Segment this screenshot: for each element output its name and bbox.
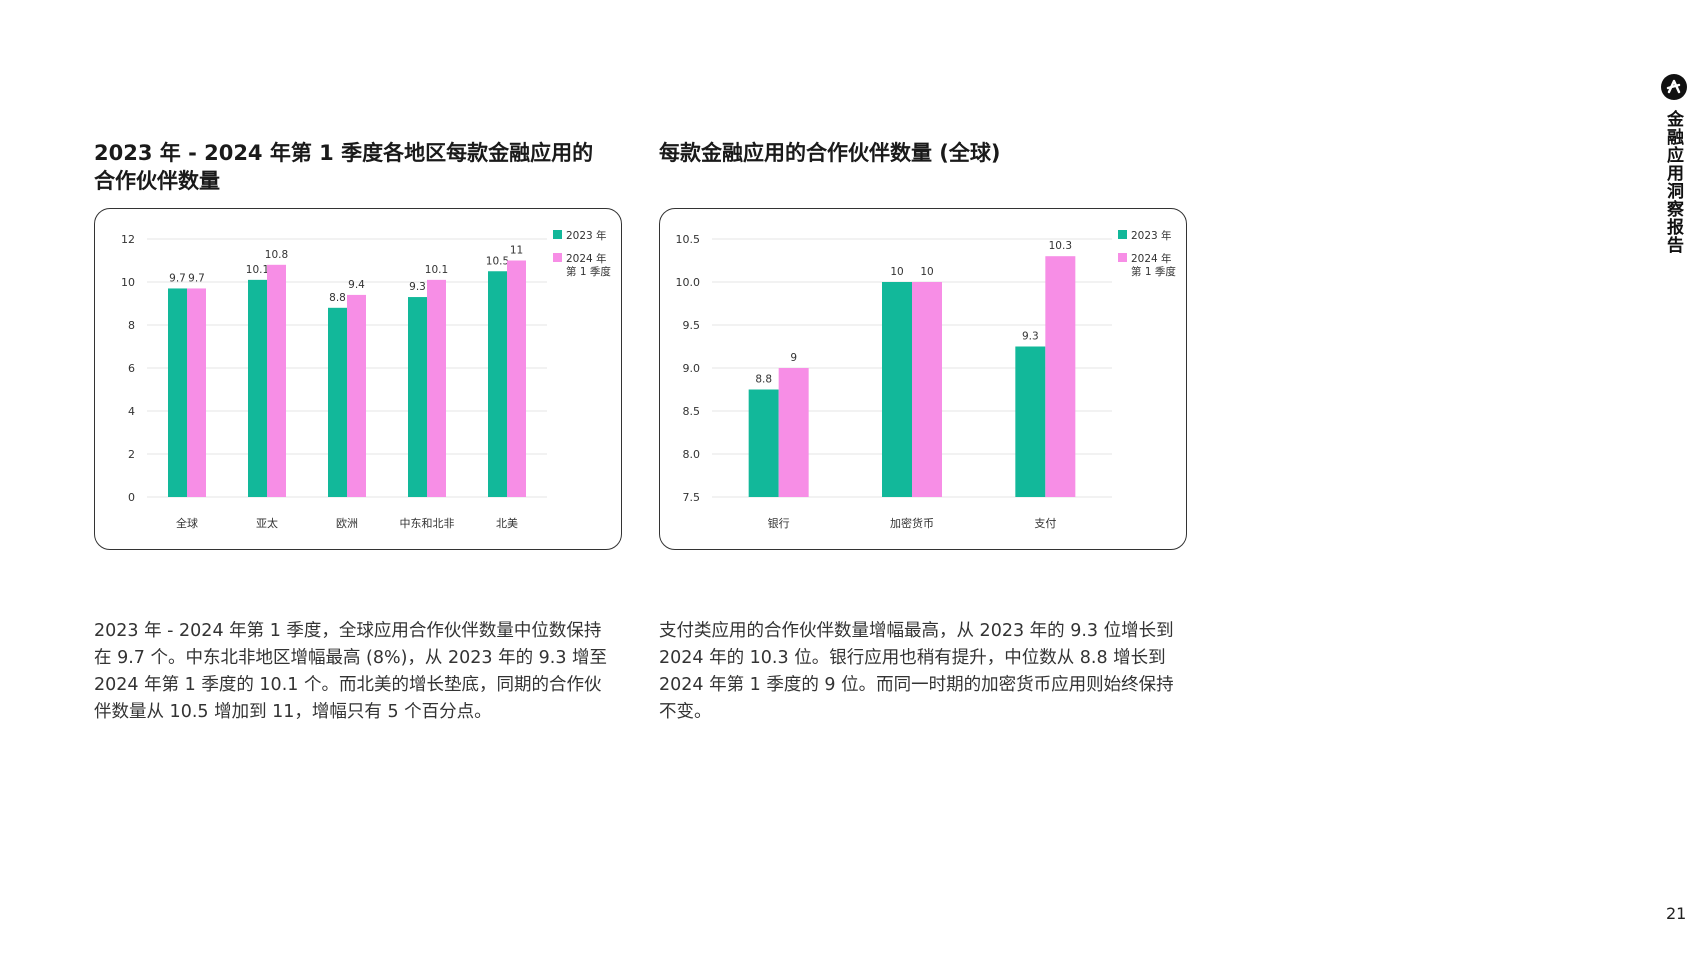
legend-label: 2023 年 (1131, 229, 1172, 242)
y-tick-label: 8 (128, 319, 135, 332)
data-label: 9.4 (348, 279, 365, 291)
x-category-label: 全球 (176, 516, 198, 530)
x-category-label: 北美 (496, 517, 518, 530)
data-label: 10.1 (425, 264, 448, 276)
bar-2024-q1 (187, 288, 206, 497)
bar-2023 (488, 271, 507, 497)
report-side-title: 金融应用洞察报告 (1663, 110, 1683, 254)
bar-2024-q1 (912, 282, 942, 497)
bar-2024-q1 (778, 368, 809, 497)
bar-2023 (1015, 346, 1046, 497)
chart-card-regions: 0 2 4 6 8 10 12 9.7 9.7 全球 10.1 10.8 亚太 8.8 9.4 欧洲 9.3 10… (94, 208, 622, 550)
x-category-label: 中东和北非 (400, 517, 455, 530)
y-tick-label: 0 (128, 491, 135, 504)
chart-title-regions: 2023 年 - 2024 年第 1 季度各地区每款金融应用的合作伙伴数量 (94, 141, 594, 193)
bar-2024-q1 (427, 279, 446, 497)
y-tick-label: 10.0 (676, 276, 701, 289)
legend-label: 2024 年 (1131, 252, 1172, 265)
y-tick-label: 7.5 (683, 491, 701, 504)
legend-label: 2024 年 (566, 252, 607, 265)
y-tick-label: 6 (128, 362, 135, 375)
bar-2023 (248, 279, 267, 497)
bar-2024-q1 (347, 294, 366, 497)
y-tick-label: 4 (128, 405, 135, 418)
bar-2023 (882, 282, 912, 497)
bar-2024-q1 (507, 260, 526, 497)
data-label: 8.8 (329, 292, 346, 304)
bar-2023 (168, 288, 187, 497)
data-label: 9 (790, 352, 797, 364)
legend-swatch (1118, 253, 1127, 262)
data-label: 8.8 (755, 374, 772, 386)
bar-2024-q1 (1045, 256, 1076, 497)
y-tick-label: 10.5 (676, 233, 701, 246)
data-label: 9.3 (409, 281, 426, 293)
y-tick-label: 9.0 (683, 362, 701, 375)
y-tick-label: 8.0 (683, 448, 701, 461)
x-category-label: 加密货币 (890, 516, 934, 530)
body-text-global: 支付类应用的合作伙伴数量增幅最高，从 2023 年的 9.3 位增长到 2024… (659, 621, 1174, 722)
y-tick-label: 9.5 (683, 319, 701, 332)
legend-swatch (553, 253, 562, 262)
y-tick-label: 12 (121, 233, 135, 246)
data-label: 10.5 (486, 255, 509, 267)
data-label: 11 (510, 245, 523, 257)
brand-logo-icon (1661, 74, 1687, 100)
legend-swatch (553, 230, 562, 239)
y-tick-label: 8.5 (683, 405, 701, 418)
x-category-label: 欧洲 (336, 517, 358, 530)
body-text-regions: 2023 年 - 2024 年第 1 季度，全球应用合作伙伴数量中位数保持在 9… (94, 621, 608, 722)
legend-label: 第 1 季度 (1131, 265, 1176, 278)
bar-chart-global: 7.5 8.0 8.5 9.0 9.5 10.0 10.5 8.8 9 银行 10 10 加密货币 9.3… (676, 229, 1177, 530)
data-label: 10 (890, 266, 903, 278)
y-tick-label: 2 (128, 448, 135, 461)
bar-chart-regions: 0 2 4 6 8 10 12 9.7 9.7 全球 10.1 10.8 亚太 8.89.4 欧洲 9.3 10… (121, 229, 611, 530)
data-label: 10.8 (265, 249, 288, 261)
y-tick-label: 10 (121, 276, 135, 289)
legend-swatch (1118, 230, 1127, 239)
bar-2023 (328, 307, 347, 497)
x-category-label: 银行 (768, 516, 790, 530)
chart-title-global: 每款金融应用的合作伙伴数量 (全球) (659, 141, 1001, 165)
x-category-label: 支付 (1034, 517, 1056, 530)
bar-2023 (748, 389, 779, 497)
data-label: 10.3 (1049, 240, 1072, 252)
data-label: 9.3 (1022, 331, 1039, 343)
data-label: 9.7 (188, 272, 205, 284)
data-label: 10.1 (246, 264, 269, 276)
legend-label: 第 1 季度 (566, 265, 611, 278)
legend-label: 2023 年 (566, 229, 607, 242)
page-number: 21 (1666, 904, 1687, 923)
bar-2023 (408, 297, 427, 497)
chart-card-global: 7.5 8.0 8.5 9.0 9.5 10.0 10.5 8.8 9 银行 10 10 加密货币 9.3… (659, 208, 1187, 550)
bar-2024-q1 (267, 264, 286, 497)
data-label: 10 (920, 266, 933, 278)
data-label: 9.7 (169, 272, 186, 284)
x-category-label: 亚太 (256, 517, 278, 530)
